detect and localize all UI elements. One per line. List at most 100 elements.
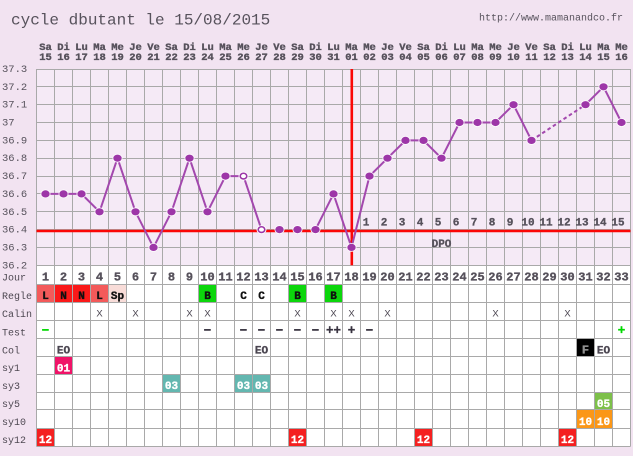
svg-text:sy5: sy5 bbox=[2, 400, 20, 411]
svg-text:F: F bbox=[582, 343, 589, 357]
svg-text:Sp: Sp bbox=[111, 291, 125, 303]
svg-text:Sa: Sa bbox=[39, 42, 52, 54]
svg-text:10: 10 bbox=[579, 417, 592, 429]
svg-text:11: 11 bbox=[525, 52, 538, 64]
svg-text:−: − bbox=[258, 324, 266, 338]
svg-text:L: L bbox=[42, 291, 49, 303]
svg-text:B: B bbox=[204, 291, 211, 303]
svg-text:Ve: Ve bbox=[525, 42, 538, 54]
svg-text:Sa: Sa bbox=[543, 42, 556, 54]
svg-text:C: C bbox=[258, 291, 265, 303]
svg-text:EO: EO bbox=[597, 345, 611, 357]
svg-text:Di: Di bbox=[183, 42, 196, 54]
svg-text:Jour: Jour bbox=[2, 273, 26, 284]
svg-text:Regle: Regle bbox=[2, 291, 32, 303]
svg-text:B: B bbox=[294, 291, 301, 303]
svg-text:8: 8 bbox=[489, 218, 496, 230]
svg-text:04: 04 bbox=[399, 52, 412, 64]
svg-text:36.4: 36.4 bbox=[2, 225, 27, 237]
svg-text:10: 10 bbox=[507, 52, 520, 64]
svg-text:cycle dbutant le 15/08/2015: cycle dbutant le 15/08/2015 bbox=[11, 12, 270, 30]
svg-text:Ve: Ve bbox=[399, 42, 412, 54]
svg-text:Je: Je bbox=[129, 42, 142, 54]
svg-text:14: 14 bbox=[593, 218, 607, 230]
svg-text:17: 17 bbox=[326, 270, 340, 284]
svg-text:02: 02 bbox=[363, 52, 376, 64]
svg-text:6: 6 bbox=[453, 218, 460, 230]
svg-text:28: 28 bbox=[524, 270, 538, 284]
svg-text:Je: Je bbox=[255, 42, 268, 54]
svg-text:Di: Di bbox=[561, 42, 574, 54]
svg-text:16: 16 bbox=[615, 52, 628, 64]
svg-text:23: 23 bbox=[434, 270, 448, 284]
svg-text:−: − bbox=[42, 324, 50, 338]
svg-text:12: 12 bbox=[291, 435, 304, 447]
svg-text:15: 15 bbox=[597, 52, 610, 64]
svg-text:Lu: Lu bbox=[453, 42, 466, 54]
svg-text:14: 14 bbox=[579, 52, 592, 64]
svg-text:X: X bbox=[348, 309, 355, 321]
svg-text:3: 3 bbox=[78, 270, 85, 284]
svg-text:36.6: 36.6 bbox=[2, 189, 27, 201]
svg-text:12: 12 bbox=[39, 435, 52, 447]
svg-text:22: 22 bbox=[165, 52, 178, 64]
svg-text:17: 17 bbox=[75, 52, 88, 64]
svg-text:10: 10 bbox=[200, 270, 214, 284]
svg-text:N: N bbox=[60, 291, 67, 303]
svg-text:13: 13 bbox=[254, 270, 268, 284]
svg-text:8: 8 bbox=[168, 270, 175, 284]
svg-text:Ma: Ma bbox=[345, 42, 358, 54]
svg-text:12: 12 bbox=[417, 435, 430, 447]
svg-text:+: + bbox=[348, 324, 356, 338]
svg-text:08: 08 bbox=[471, 52, 484, 64]
svg-text:26: 26 bbox=[237, 52, 250, 64]
svg-text:1: 1 bbox=[42, 270, 49, 284]
svg-text:−: − bbox=[366, 324, 374, 338]
svg-text:X: X bbox=[384, 309, 391, 321]
svg-text:Sa: Sa bbox=[165, 42, 178, 54]
svg-text:30: 30 bbox=[560, 270, 574, 284]
svg-text:25: 25 bbox=[219, 52, 232, 64]
svg-text:10: 10 bbox=[521, 218, 534, 230]
svg-text:Lu: Lu bbox=[579, 42, 592, 54]
svg-text:C: C bbox=[240, 291, 247, 303]
svg-text:X: X bbox=[330, 309, 337, 321]
svg-text:DPO: DPO bbox=[432, 239, 452, 251]
svg-text:Me: Me bbox=[615, 42, 628, 54]
svg-text:X: X bbox=[294, 309, 301, 321]
svg-text:15: 15 bbox=[290, 270, 304, 284]
svg-text:5: 5 bbox=[435, 218, 442, 230]
svg-text:19: 19 bbox=[111, 52, 124, 64]
svg-text:29: 29 bbox=[291, 52, 304, 64]
svg-text:Test: Test bbox=[2, 328, 26, 339]
svg-text:11: 11 bbox=[539, 218, 553, 230]
svg-text:Me: Me bbox=[237, 42, 250, 54]
svg-text:36.8: 36.8 bbox=[2, 153, 27, 165]
svg-text:Di: Di bbox=[309, 42, 322, 54]
svg-text:5: 5 bbox=[114, 270, 121, 284]
svg-text:−: − bbox=[276, 324, 284, 338]
svg-text:13: 13 bbox=[561, 52, 574, 64]
svg-text:37.3: 37.3 bbox=[2, 64, 27, 76]
svg-text:−: − bbox=[240, 324, 248, 338]
svg-text:03: 03 bbox=[165, 381, 179, 393]
svg-text:X: X bbox=[564, 309, 571, 321]
svg-text:16: 16 bbox=[57, 52, 70, 64]
svg-text:24: 24 bbox=[201, 52, 214, 64]
svg-text:sy3: sy3 bbox=[2, 382, 20, 393]
svg-text:15: 15 bbox=[611, 218, 625, 230]
svg-text:30: 30 bbox=[309, 52, 322, 64]
svg-text:13: 13 bbox=[575, 218, 589, 230]
svg-text:2: 2 bbox=[381, 218, 388, 230]
svg-text:15: 15 bbox=[39, 52, 52, 64]
svg-text:12: 12 bbox=[236, 270, 250, 284]
svg-text:18: 18 bbox=[93, 52, 106, 64]
svg-text:33: 33 bbox=[614, 270, 628, 284]
svg-text:31: 31 bbox=[578, 270, 592, 284]
svg-text:3: 3 bbox=[399, 218, 406, 230]
svg-text:++: ++ bbox=[326, 324, 341, 338]
svg-text:Ma: Ma bbox=[219, 42, 232, 54]
svg-text:27: 27 bbox=[255, 52, 268, 64]
svg-text:36.7: 36.7 bbox=[2, 171, 27, 183]
svg-text:22: 22 bbox=[416, 270, 430, 284]
